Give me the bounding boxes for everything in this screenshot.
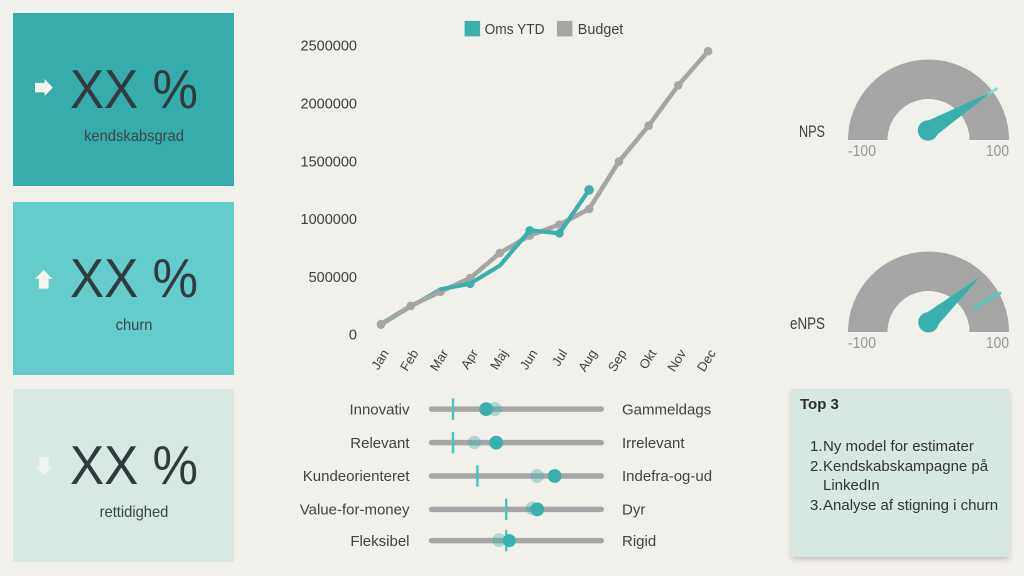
svg-text:-100: -100 xyxy=(848,143,876,160)
svg-text:1000000: 1000000 xyxy=(301,212,357,228)
svg-text:1500000: 1500000 xyxy=(301,154,357,170)
svg-text:Innovativ: Innovativ xyxy=(349,401,410,418)
svg-text:500000: 500000 xyxy=(309,270,357,286)
svg-text:eNPS: eNPS xyxy=(790,315,825,333)
svg-text:Relevant: Relevant xyxy=(350,435,410,452)
svg-text:-100: -100 xyxy=(848,335,876,352)
svg-text:Aug: Aug xyxy=(575,347,600,375)
svg-text:100: 100 xyxy=(986,335,1009,352)
svg-text:100: 100 xyxy=(986,143,1009,160)
svg-text:0: 0 xyxy=(349,328,357,344)
svg-text:NPS: NPS xyxy=(799,123,825,141)
svg-text:Feb: Feb xyxy=(397,347,422,374)
svg-text:Jul: Jul xyxy=(549,347,571,369)
svg-text:Indefra-og-ud: Indefra-og-ud xyxy=(622,468,712,485)
svg-text:Kundeorienteret: Kundeorienteret xyxy=(303,468,411,485)
svg-text:Sep: Sep xyxy=(605,347,630,375)
svg-text:2500000: 2500000 xyxy=(301,39,357,55)
svg-text:Fleksibel: Fleksibel xyxy=(350,533,409,550)
svg-text:Maj: Maj xyxy=(487,347,511,373)
svg-text:Nov: Nov xyxy=(664,346,689,374)
svg-text:2000000: 2000000 xyxy=(301,97,357,113)
svg-text:Gammeldags: Gammeldags xyxy=(622,401,711,418)
svg-text:Jun: Jun xyxy=(517,347,541,373)
svg-text:Rigid: Rigid xyxy=(622,533,656,550)
svg-text:Dec: Dec xyxy=(694,346,719,374)
svg-text:Oms YTD: Oms YTD xyxy=(485,21,545,38)
svg-text:Okt: Okt xyxy=(636,346,660,371)
svg-text:Dyr: Dyr xyxy=(622,502,645,519)
svg-text:Apr: Apr xyxy=(458,346,482,372)
svg-text:Mar: Mar xyxy=(427,346,452,374)
svg-text:Budget: Budget xyxy=(578,21,624,38)
svg-text:Jan: Jan xyxy=(368,347,392,373)
svg-text:Value-for-money: Value-for-money xyxy=(300,502,410,519)
svg-text:Irrelevant: Irrelevant xyxy=(622,435,685,452)
